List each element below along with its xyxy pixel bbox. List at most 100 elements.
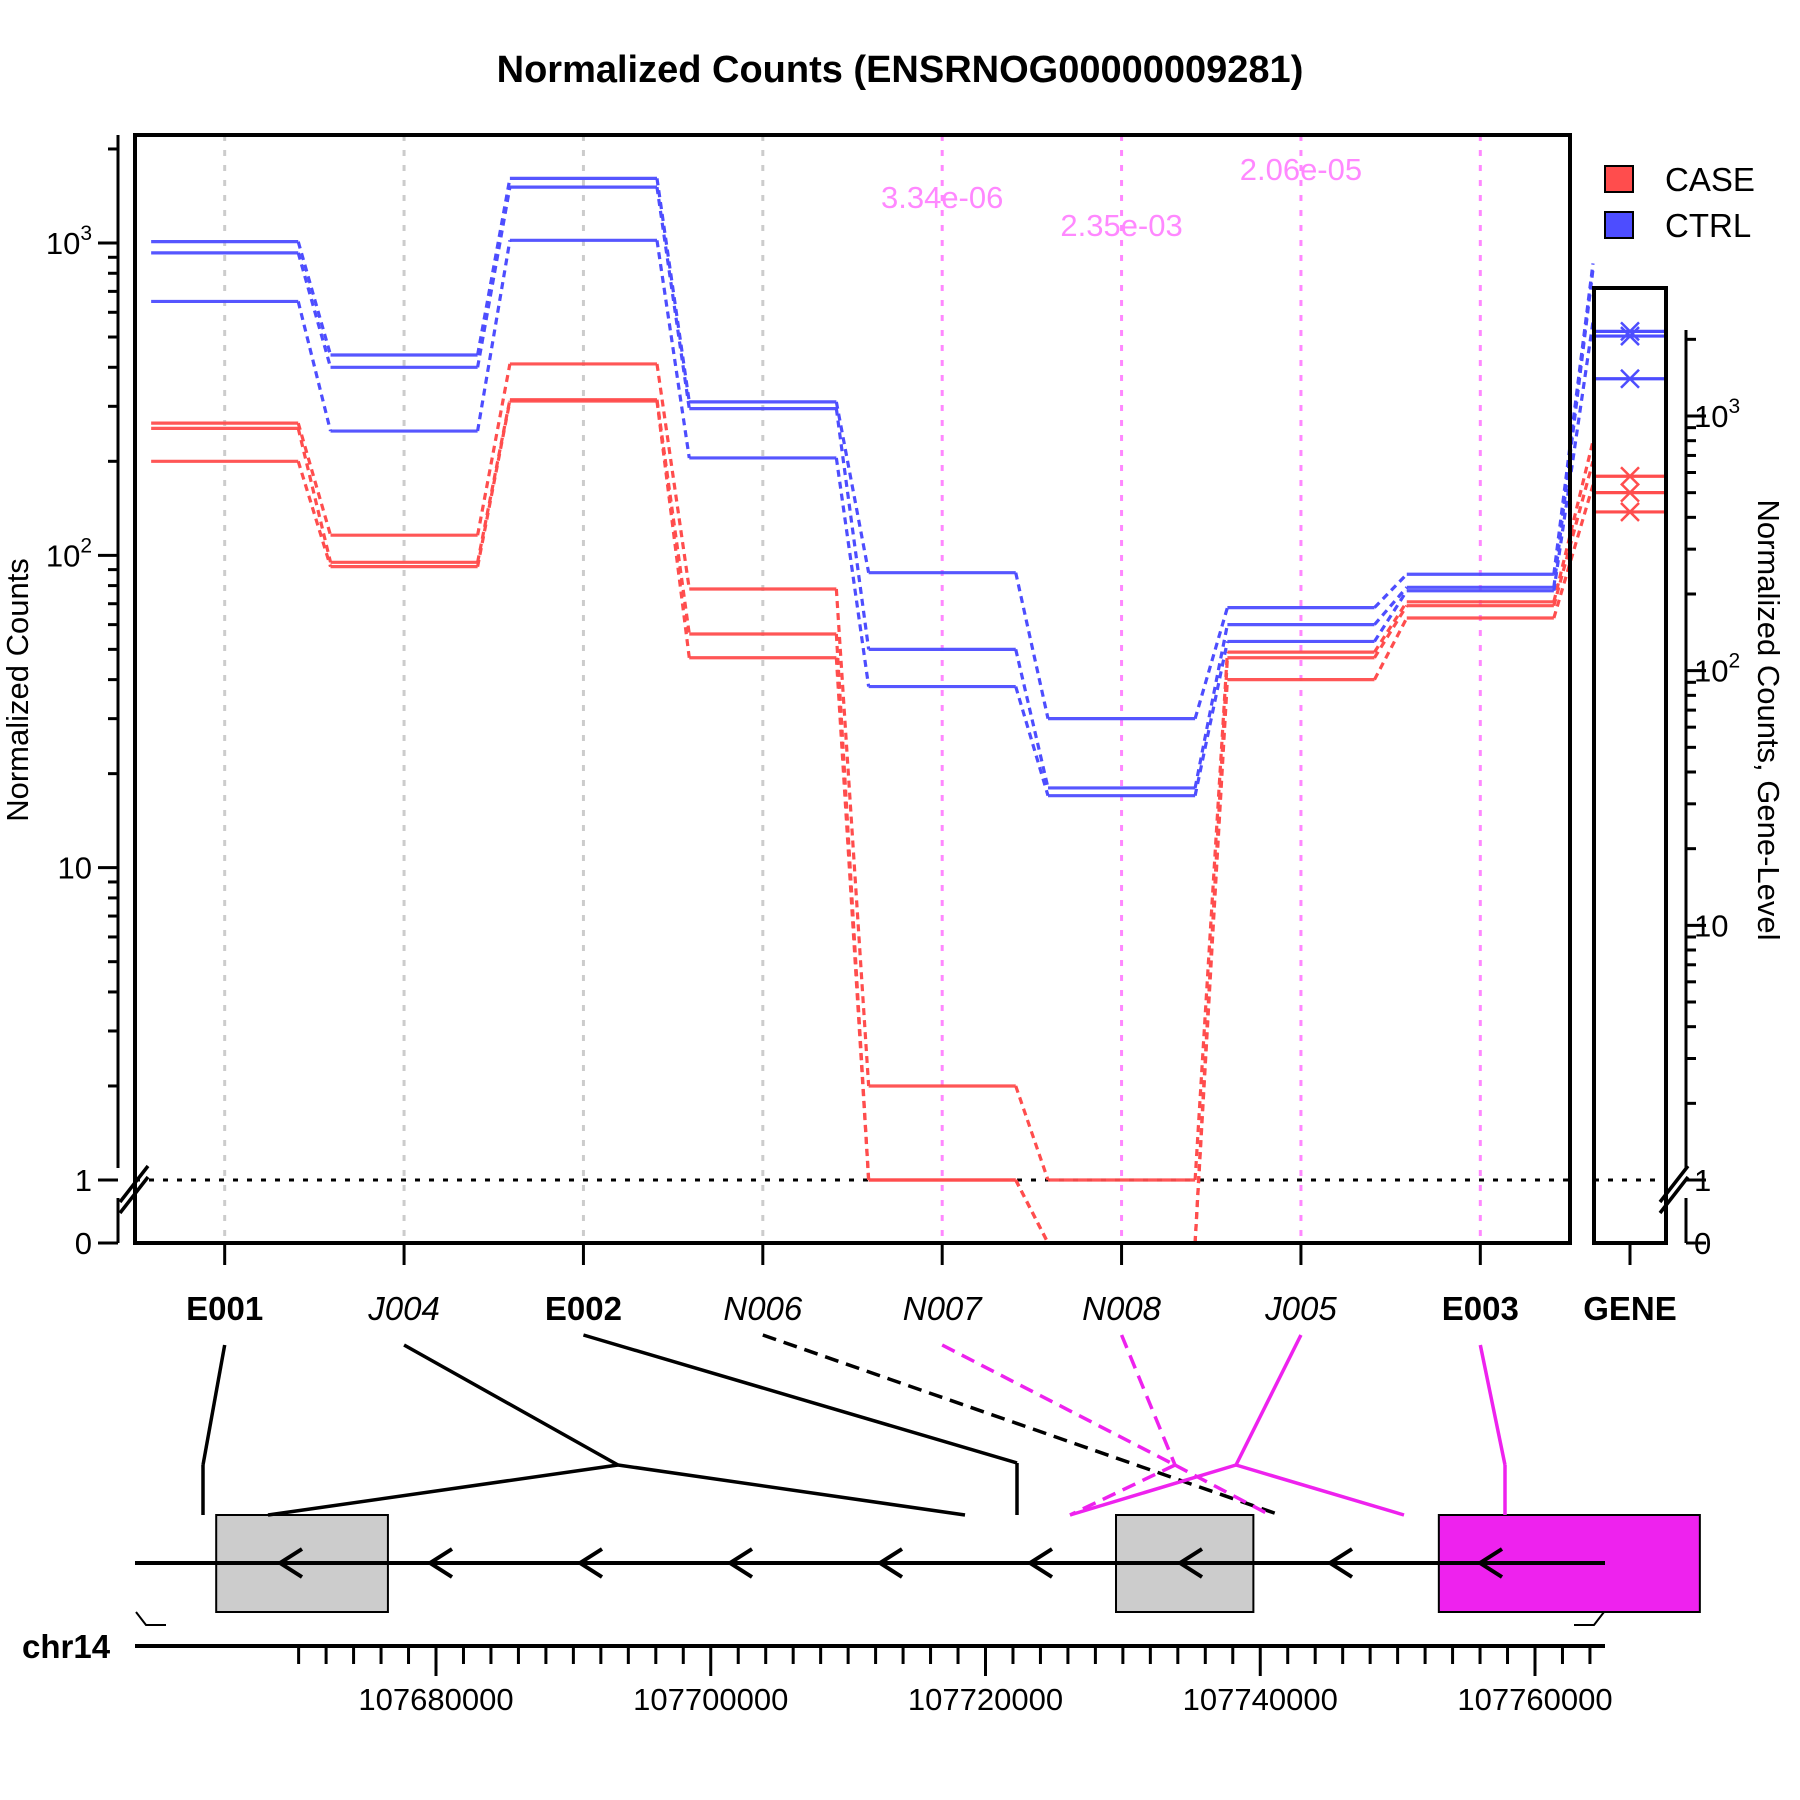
connector-N006 bbox=[762, 1333, 1281, 1517]
strand-arrow-icon bbox=[1026, 1547, 1054, 1579]
y-tick-label: 1 bbox=[75, 1163, 92, 1198]
ctrl-rep2-connector-4 bbox=[834, 408, 871, 650]
case-rep3-connector-5 bbox=[1014, 1179, 1050, 1244]
connector-E002 bbox=[582, 1333, 1018, 1465]
pvalue-N008: 2.35e-03 bbox=[1060, 208, 1182, 243]
connector-J004 bbox=[617, 1463, 966, 1517]
legend: CASE CTRL bbox=[1604, 161, 1755, 244]
right-tick-label: 103 bbox=[1694, 395, 1740, 434]
coordinate-label: 107680000 bbox=[358, 1682, 513, 1717]
case-rep1-connector-4 bbox=[834, 588, 871, 1087]
gene-panel-frame bbox=[1592, 286, 1668, 1245]
feature-gridlines bbox=[223, 135, 1482, 1243]
case-rep3-connector-2 bbox=[476, 400, 512, 567]
y-tick-label: 103 bbox=[46, 222, 92, 261]
case-rep2-connector-1 bbox=[296, 427, 333, 563]
feature-label-N006: N006 bbox=[723, 1290, 803, 1327]
chart-title: Normalized Counts (ENSRNOG00000009281) bbox=[497, 49, 1304, 91]
gene-level-marker bbox=[1620, 326, 1640, 346]
ctrl-rep2-connector-1 bbox=[296, 252, 333, 368]
coordinate-label: 107740000 bbox=[1183, 1682, 1338, 1717]
ctrl-rep2-connector-7 bbox=[1373, 586, 1408, 626]
case-rep1-connector-7 bbox=[1373, 600, 1409, 653]
strand-arrow-icon bbox=[1326, 1547, 1354, 1579]
right-axis-label: Normalized Counts, Gene-Level bbox=[1751, 499, 1786, 940]
coordinate-label: 107760000 bbox=[1457, 1682, 1612, 1717]
strand-arrow-icon bbox=[426, 1547, 454, 1579]
ctrl-rep2-connector-5 bbox=[1014, 648, 1050, 789]
case-rep3-connector-4 bbox=[834, 657, 871, 1181]
track-corner-mark bbox=[135, 1611, 166, 1626]
ctrl-rep1-connector-7 bbox=[1373, 573, 1408, 609]
feature-label-E001: E001 bbox=[186, 1290, 263, 1327]
strand-arrow-icon bbox=[576, 1547, 604, 1579]
strand-arrow-icon bbox=[876, 1547, 904, 1579]
strand-arrow-icon bbox=[1476, 1547, 1504, 1579]
ctrl-rep2-connector-3 bbox=[655, 186, 691, 409]
ctrl-rep3-connector-5 bbox=[1014, 686, 1050, 797]
right-tick-label: 10 bbox=[1694, 908, 1728, 943]
ctrl-rep3-connector-1 bbox=[296, 301, 333, 432]
ctrl-rep1-connector-6 bbox=[1193, 607, 1229, 720]
genome-track: 107680000 107700000 107720000 107740000 1077… bbox=[22, 1333, 1701, 1717]
strand-arrow-icon bbox=[276, 1547, 304, 1579]
ctrl-rep3-connector-3 bbox=[655, 240, 691, 459]
connector-J004 bbox=[267, 1463, 619, 1517]
legend-label-ctrl: CTRL bbox=[1665, 207, 1751, 244]
case-rep2-connector-7 bbox=[1373, 604, 1409, 659]
case-rep1-connector-5 bbox=[1014, 1085, 1050, 1181]
gene-label: GENE bbox=[1583, 1290, 1677, 1327]
ctrl-rep1-connector-5 bbox=[1014, 572, 1050, 719]
right-tick-exponent: 2 bbox=[1728, 650, 1740, 673]
pvalue-labels: 3.34e-06 2.35e-03 2.06e-05 bbox=[881, 152, 1362, 243]
ctrl-rep2-connector-2 bbox=[476, 186, 512, 368]
coordinate-label: 107720000 bbox=[908, 1682, 1063, 1717]
feature-label-N008: N008 bbox=[1082, 1290, 1162, 1327]
case-rep2-connector-4 bbox=[834, 633, 871, 1181]
legend-swatch-ctrl bbox=[1604, 211, 1634, 239]
ctrl-rep2-connector-6 bbox=[1193, 624, 1229, 789]
coordinate-label: 107700000 bbox=[633, 1682, 788, 1717]
legend-swatch-case bbox=[1604, 165, 1634, 193]
main-plot-frame bbox=[133, 133, 1572, 1245]
feature-label-N007: N007 bbox=[903, 1290, 984, 1327]
y-tick-label: 102 bbox=[46, 534, 92, 573]
feature-label-E003: E003 bbox=[1442, 1290, 1519, 1327]
connector-J005 bbox=[1234, 1334, 1303, 1466]
ctrl-rep1-connector-2 bbox=[476, 178, 512, 356]
feature-label-E002: E002 bbox=[545, 1290, 622, 1327]
feature-label-J005: J005 bbox=[1264, 1290, 1337, 1327]
connector-N008 bbox=[1119, 1334, 1177, 1466]
chromosome-label: chr14 bbox=[22, 1628, 111, 1665]
case-rep3-connector-1 bbox=[296, 460, 333, 568]
connector-J005 bbox=[1235, 1463, 1405, 1517]
pvalue-J005: 2.06e-05 bbox=[1240, 152, 1362, 187]
legend-label-case: CASE bbox=[1665, 161, 1755, 198]
case-rep1-connector-6 bbox=[1193, 651, 1229, 1181]
gene-level-panel: 0 1 10 102 103 GENE Normalized Counts, Gene-Le… bbox=[1583, 286, 1786, 1327]
feature-labels: E001 J004 E002 N006 N007 N008 J005 E003 bbox=[186, 1241, 1519, 1327]
y-axis-label: Normalized Counts bbox=[0, 558, 35, 822]
case-rep3-connector-3 bbox=[655, 400, 691, 658]
axis-break-mark bbox=[118, 1164, 150, 1204]
right-tick-label: 0 bbox=[1694, 1226, 1711, 1261]
right-tick-label: 102 bbox=[1694, 650, 1740, 689]
connector-J004 bbox=[403, 1343, 619, 1467]
connector-J005 bbox=[1069, 1463, 1237, 1517]
ctrl-rep2-to-gene bbox=[1552, 269, 1595, 588]
right-tick-exponent: 3 bbox=[1728, 395, 1740, 418]
ctrl-rep3-connector-7 bbox=[1373, 589, 1409, 643]
ctrl-rep3-connector-2 bbox=[476, 240, 512, 432]
right-axis-break-mark bbox=[1658, 1164, 1690, 1204]
gene-level-marker bbox=[1620, 502, 1640, 522]
connector-E001 bbox=[201, 1344, 227, 1466]
case-rep1-to-gene bbox=[1552, 440, 1595, 603]
ctrl-rep3-connector-6 bbox=[1193, 641, 1229, 797]
case-rep2-connector-2 bbox=[476, 399, 512, 563]
y-tick-exponent: 3 bbox=[80, 222, 92, 245]
y-tick-label: 0 bbox=[75, 1226, 92, 1261]
connector-E003 bbox=[1478, 1344, 1507, 1466]
connector-N008 bbox=[1174, 1463, 1271, 1517]
ctrl-rep1-connector-4 bbox=[834, 401, 871, 573]
